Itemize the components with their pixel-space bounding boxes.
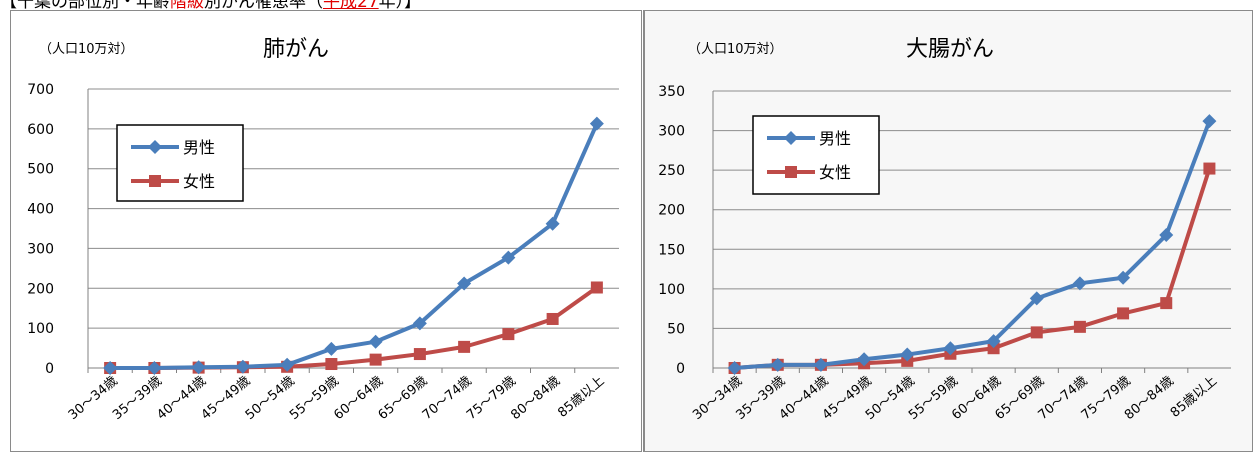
y-tick-label: 700 <box>27 82 54 98</box>
data-point-male <box>280 357 295 372</box>
data-point-female <box>1117 307 1130 320</box>
y-tick-label: 200 <box>658 203 685 219</box>
data-point-female <box>413 348 426 361</box>
y-tick-label: 600 <box>27 122 54 138</box>
x-tick-label: 85歳以上 <box>1168 374 1220 421</box>
legend-label-female: 女性 <box>819 163 851 182</box>
data-point-male <box>545 216 560 231</box>
data-point-female <box>1160 297 1173 310</box>
unit-label: （人口10万対） <box>39 42 134 57</box>
data-point-male <box>589 116 604 131</box>
unit-label: （人口10万対） <box>688 42 783 57</box>
legend-box <box>116 124 244 202</box>
data-point-female <box>590 281 603 294</box>
y-tick-label: 0 <box>676 361 685 377</box>
y-tick-label: 300 <box>27 241 54 257</box>
data-point-male <box>1159 228 1174 243</box>
colorectal-cancer-chart: 大腸がん（人口10万対）05010015020025030035030～34歳3… <box>658 37 1231 423</box>
x-tick-label: 85歳以上 <box>555 374 607 421</box>
data-point-male <box>324 341 339 356</box>
data-point-male <box>813 357 828 372</box>
data-point-male <box>501 250 516 265</box>
data-point-female <box>369 353 382 366</box>
data-point-female <box>458 340 471 353</box>
data-point-male <box>1202 114 1217 129</box>
chart-title: 肺がん <box>263 37 329 62</box>
data-point-female <box>546 312 559 325</box>
y-tick-label: 200 <box>27 281 54 297</box>
legend-box <box>752 115 880 195</box>
data-point-male <box>943 341 958 356</box>
data-point-male <box>1072 276 1087 291</box>
chart-title: 大腸がん <box>906 37 994 62</box>
y-tick-label: 400 <box>27 202 54 218</box>
data-point-male <box>368 334 383 349</box>
y-tick-label: 500 <box>27 162 54 178</box>
legend-label-male: 男性 <box>183 138 215 157</box>
legend-marker-female <box>149 175 161 187</box>
header-year: 平成27 <box>323 0 379 12</box>
data-point-female <box>987 342 1000 355</box>
lung-cancer-chart: 肺がん（人口10万対）010020030040050060070030～34歳3… <box>27 37 619 423</box>
data-point-male <box>412 316 427 331</box>
y-tick-label: 100 <box>658 282 685 298</box>
data-point-male <box>191 360 206 375</box>
header-highlight: 階級 <box>170 0 204 12</box>
data-point-male <box>1116 270 1131 285</box>
data-point-female <box>1203 162 1216 175</box>
legend-marker-female <box>785 166 797 178</box>
data-point-male <box>900 347 915 362</box>
x-tick-label: 80～84歳 <box>508 374 563 423</box>
y-tick-label: 0 <box>45 361 54 377</box>
header-prefix: 【千葉の部位別・年齢 <box>0 0 170 12</box>
data-point-male <box>103 361 118 375</box>
y-tick-label: 150 <box>658 242 685 258</box>
data-point-male <box>147 361 162 375</box>
data-point-female <box>1073 320 1086 333</box>
data-point-male <box>986 334 1001 349</box>
colorectal-cancer-chart-panel: 大腸がん （人口10万対） 0 50 100 150 200 250 300 350 30～34歳 3… <box>643 10 1253 452</box>
data-point-female <box>1030 326 1043 339</box>
page-header: 【千葉の部位別・年齢階級別がん罹患率（平成27年）】 <box>0 0 1253 12</box>
header-middle: 別がん罹患率（ <box>204 0 323 12</box>
y-tick-label: 250 <box>658 163 685 179</box>
legend-label-male: 男性 <box>819 129 851 148</box>
y-tick-label: 100 <box>27 321 54 337</box>
data-point-male <box>235 359 250 374</box>
data-point-male <box>1029 291 1044 306</box>
legend-label-female: 女性 <box>183 172 215 191</box>
header-suffix: 年）】 <box>378 0 422 12</box>
series-line-male <box>110 122 599 370</box>
y-tick-label: 300 <box>658 124 685 140</box>
legend-marker-male <box>148 140 162 154</box>
series-line-female <box>734 167 1212 370</box>
data-point-female <box>325 358 338 371</box>
y-tick-label: 350 <box>658 84 685 100</box>
data-point-female <box>502 328 515 341</box>
data-point-male <box>770 357 785 372</box>
data-point-male <box>457 276 472 291</box>
legend-marker-male <box>784 131 798 145</box>
data-point-male <box>727 361 742 375</box>
y-tick-label: 50 <box>667 321 685 337</box>
data-point-male <box>857 352 872 367</box>
series-line-male <box>734 120 1212 370</box>
lung-cancer-chart-panel: 肺がん （人口10万対） 0 100 200 300 400 500 600 700 30～34歳 3… <box>10 10 642 452</box>
